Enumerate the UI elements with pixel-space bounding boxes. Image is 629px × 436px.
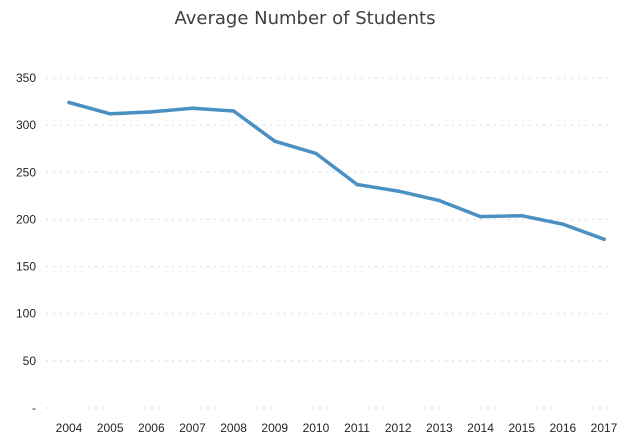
data-point <box>231 109 236 113</box>
y-axis-ticks: - 50 100 150 200 250 300 350 <box>16 71 36 415</box>
x-tick-label: 2014 <box>467 421 494 435</box>
x-tick-label: 2015 <box>508 421 535 435</box>
series-layer <box>67 100 606 242</box>
series-line <box>67 100 606 241</box>
data-point <box>190 106 195 110</box>
x-tick-label: 2013 <box>426 421 453 435</box>
chart-title: Average Number of Students <box>175 8 436 29</box>
x-tick-label: 2017 <box>591 421 618 435</box>
data-point <box>437 198 442 203</box>
data-point <box>478 214 483 219</box>
data-point <box>108 112 112 116</box>
x-tick-label: 2006 <box>138 421 165 435</box>
y-tick-label: 350 <box>16 71 36 85</box>
data-point <box>272 139 277 143</box>
x-tick-label: 2016 <box>549 421 576 435</box>
x-tick-label: 2004 <box>56 421 83 435</box>
y-tick-label: 200 <box>16 212 36 226</box>
data-point <box>149 110 154 114</box>
x-tick-label: 2007 <box>179 421 206 435</box>
data-point <box>561 222 565 226</box>
y-tick-label: 250 <box>16 165 36 179</box>
y-tick-label: 50 <box>23 354 37 368</box>
x-tick-label: 2005 <box>97 421 124 435</box>
data-point <box>519 213 524 218</box>
y-tick-label: 300 <box>16 118 36 132</box>
data-point <box>396 189 401 193</box>
data-point <box>355 182 359 187</box>
x-tick-label: 2008 <box>220 421 247 435</box>
y-tick-label: 100 <box>16 307 36 321</box>
y-tick-label: - <box>32 401 36 415</box>
x-tick-label: 2012 <box>385 421 412 435</box>
data-point <box>602 237 606 242</box>
data-point <box>314 151 318 156</box>
data-point <box>67 100 71 105</box>
x-tick-label: 2009 <box>261 421 288 435</box>
gridlines <box>46 77 612 409</box>
x-tick-label: 2011 <box>344 421 370 435</box>
x-tick-label: 2010 <box>303 421 330 435</box>
y-tick-label: 150 <box>16 260 36 274</box>
x-axis-ticks: 2004 2005 2006 2007 2008 2009 2010 2011 2012 2013… <box>56 421 618 435</box>
